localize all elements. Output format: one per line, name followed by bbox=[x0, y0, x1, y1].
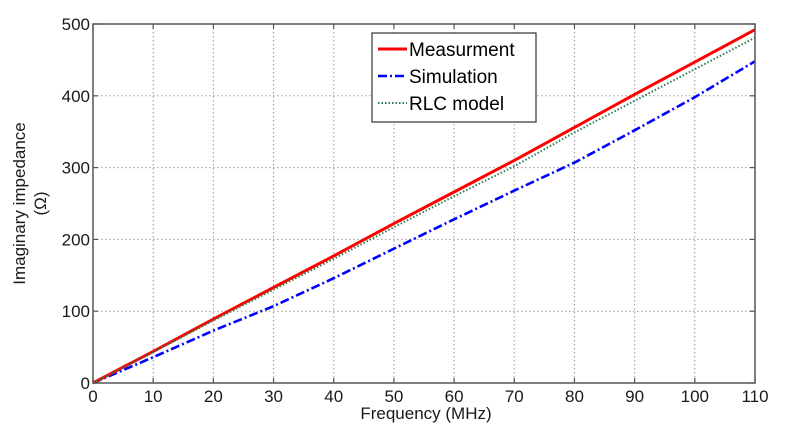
ticks: 0 10 20 30 40 50 60 70 80 90 100 110 0 100 200 300 400 50… bbox=[62, 15, 769, 406]
x-tick-label: 100 bbox=[681, 387, 709, 406]
x-tick-label: 40 bbox=[324, 387, 343, 406]
x-tick-label: 90 bbox=[625, 387, 644, 406]
y-tick-label: 0 bbox=[81, 374, 90, 393]
y-tick-label: 300 bbox=[62, 159, 90, 178]
legend-label-simulation: Simulation bbox=[409, 67, 498, 88]
y-axis-label-line2: (Ω) bbox=[31, 191, 50, 215]
series-line-measurment bbox=[92, 28, 756, 385]
x-tick-label: 80 bbox=[565, 387, 584, 406]
x-axis-label: Frequency (MHz) bbox=[360, 404, 491, 423]
plot-frame bbox=[92, 23, 756, 384]
x-tick-label: 10 bbox=[144, 387, 163, 406]
legend: Measurment Simulation RLC model bbox=[371, 32, 537, 123]
y-tick-label: 400 bbox=[62, 87, 90, 106]
y-tick-label: 100 bbox=[62, 302, 90, 321]
legend-label-measurment: Measurment bbox=[409, 40, 515, 61]
x-tick-label: 30 bbox=[264, 387, 283, 406]
y-tick-label: 500 bbox=[62, 15, 90, 34]
series-line-simulation bbox=[92, 60, 756, 385]
x-tick-label: 70 bbox=[505, 387, 524, 406]
y-tick-label: 200 bbox=[62, 230, 90, 249]
y-axis-label-line1: Imaginary impedance bbox=[10, 122, 29, 285]
x-tick-label: 60 bbox=[445, 387, 464, 406]
legend-label-rlc-model: RLC model bbox=[409, 94, 504, 115]
x-tick-label: 0 bbox=[88, 387, 97, 406]
x-tick-label: 110 bbox=[741, 387, 768, 406]
x-tick-label: 50 bbox=[384, 387, 403, 406]
x-tick-label: 20 bbox=[204, 387, 223, 406]
